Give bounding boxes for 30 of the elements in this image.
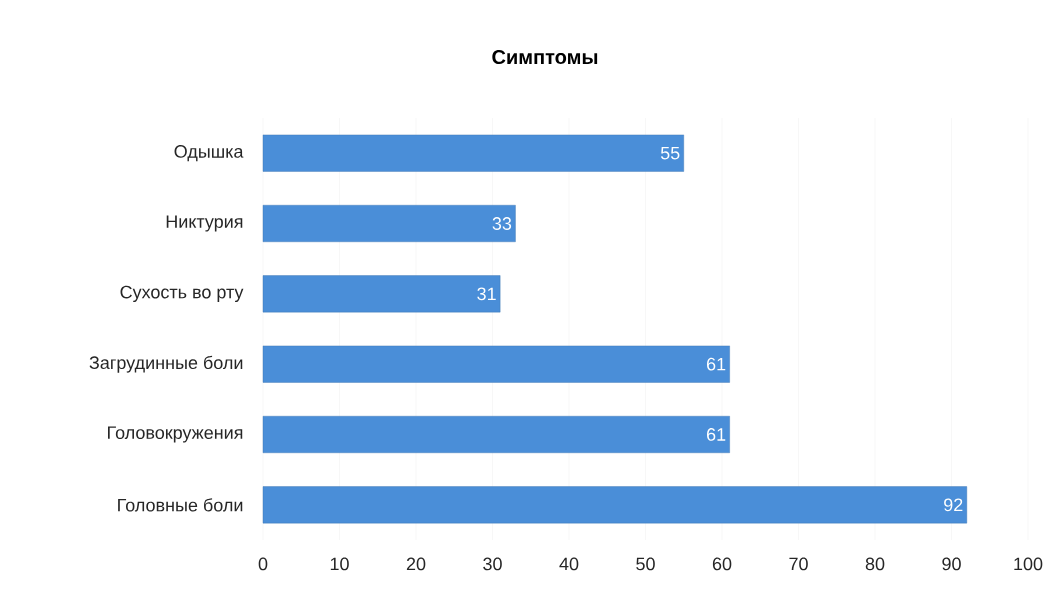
bar	[262, 275, 501, 313]
y-tick-label: Головокружения	[108, 426, 243, 443]
x-tick-label: 50	[636, 557, 655, 571]
y-tick-label: Загрудинные боли	[89, 355, 243, 373]
y-tick-label: Никтурия	[166, 215, 243, 232]
x-tick-label: 60	[712, 557, 732, 571]
y-tick-label: Головные боли	[118, 498, 243, 512]
x-tick-label: 0	[258, 557, 268, 571]
data-label: 55	[660, 146, 680, 160]
bar	[262, 205, 516, 242]
y-tick-label: Сухость во рту	[120, 285, 244, 302]
x-tick-label: 20	[406, 557, 426, 571]
bar	[262, 416, 730, 453]
bar	[262, 345, 730, 383]
x-tick-label: 90	[942, 557, 961, 571]
x-tick-label: 10	[330, 557, 349, 571]
bar	[262, 134, 684, 172]
x-tick-label: 70	[789, 557, 808, 571]
data-label: 31	[477, 287, 496, 301]
data-label: 33	[492, 217, 512, 230]
y-tick-label: Одышка	[174, 145, 244, 162]
data-label: 61	[707, 428, 726, 441]
bar	[262, 486, 968, 524]
chart-title: Симптомы	[492, 49, 598, 65]
x-tick-label: 30	[483, 557, 502, 571]
x-tick-label: 100	[1014, 557, 1043, 571]
x-tick-label: 40	[559, 557, 579, 571]
data-label: 61	[707, 357, 726, 371]
data-label: 92	[944, 498, 963, 512]
x-tick-label: 80	[865, 557, 885, 571]
